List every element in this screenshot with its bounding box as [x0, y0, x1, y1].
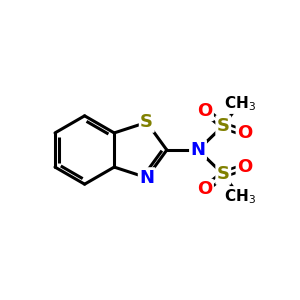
Text: CH$_3$: CH$_3$	[224, 94, 256, 113]
Text: N: N	[139, 169, 154, 187]
Text: S: S	[217, 165, 230, 183]
Text: S: S	[217, 117, 230, 135]
Text: S: S	[140, 113, 153, 131]
Text: CH$_3$: CH$_3$	[224, 187, 256, 206]
Text: O: O	[197, 102, 212, 120]
Text: O: O	[197, 180, 212, 198]
Text: N: N	[190, 141, 206, 159]
Text: O: O	[237, 124, 252, 142]
Text: O: O	[237, 158, 252, 176]
